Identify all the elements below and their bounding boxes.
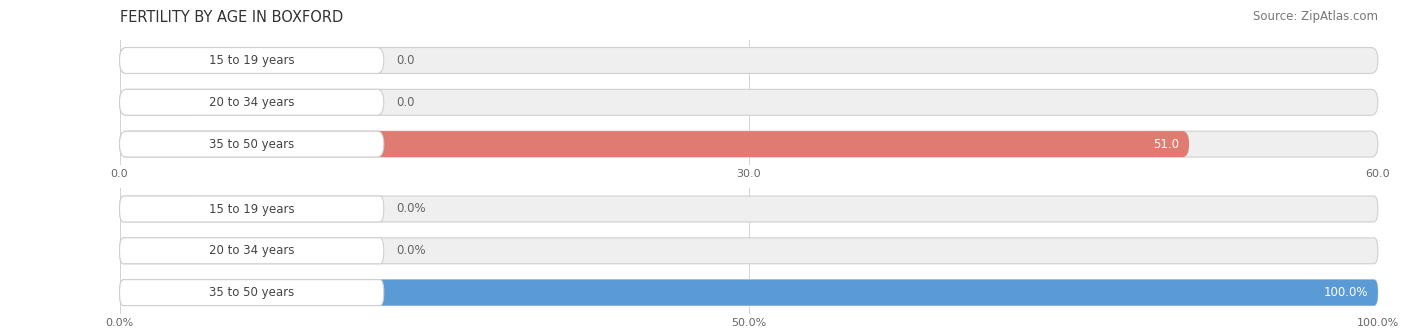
Text: 20 to 34 years: 20 to 34 years [209,244,294,257]
FancyBboxPatch shape [120,131,384,157]
FancyBboxPatch shape [120,238,1378,264]
FancyBboxPatch shape [120,48,384,74]
Text: Source: ZipAtlas.com: Source: ZipAtlas.com [1253,10,1378,23]
FancyBboxPatch shape [120,89,384,115]
Text: 15 to 19 years: 15 to 19 years [209,54,294,67]
FancyBboxPatch shape [120,280,1378,306]
FancyBboxPatch shape [120,89,1378,115]
FancyBboxPatch shape [120,131,1189,157]
FancyBboxPatch shape [120,196,384,222]
Text: 20 to 34 years: 20 to 34 years [209,96,294,109]
Text: 0.0: 0.0 [396,54,415,67]
Text: 51.0: 51.0 [1153,138,1180,150]
FancyBboxPatch shape [120,48,201,74]
Text: 100.0%: 100.0% [1323,286,1368,299]
Text: 0.0: 0.0 [396,96,415,109]
FancyBboxPatch shape [120,131,1378,157]
Text: 35 to 50 years: 35 to 50 years [209,286,294,299]
FancyBboxPatch shape [120,238,384,264]
Text: 15 to 19 years: 15 to 19 years [209,203,294,215]
FancyBboxPatch shape [120,196,201,222]
FancyBboxPatch shape [120,238,201,264]
Text: 0.0%: 0.0% [396,203,426,215]
FancyBboxPatch shape [120,280,1378,306]
Text: 35 to 50 years: 35 to 50 years [209,138,294,150]
Text: FERTILITY BY AGE IN BOXFORD: FERTILITY BY AGE IN BOXFORD [120,10,343,25]
Text: 0.0%: 0.0% [396,244,426,257]
FancyBboxPatch shape [120,196,1378,222]
FancyBboxPatch shape [120,89,201,115]
FancyBboxPatch shape [120,280,384,306]
FancyBboxPatch shape [120,48,1378,74]
